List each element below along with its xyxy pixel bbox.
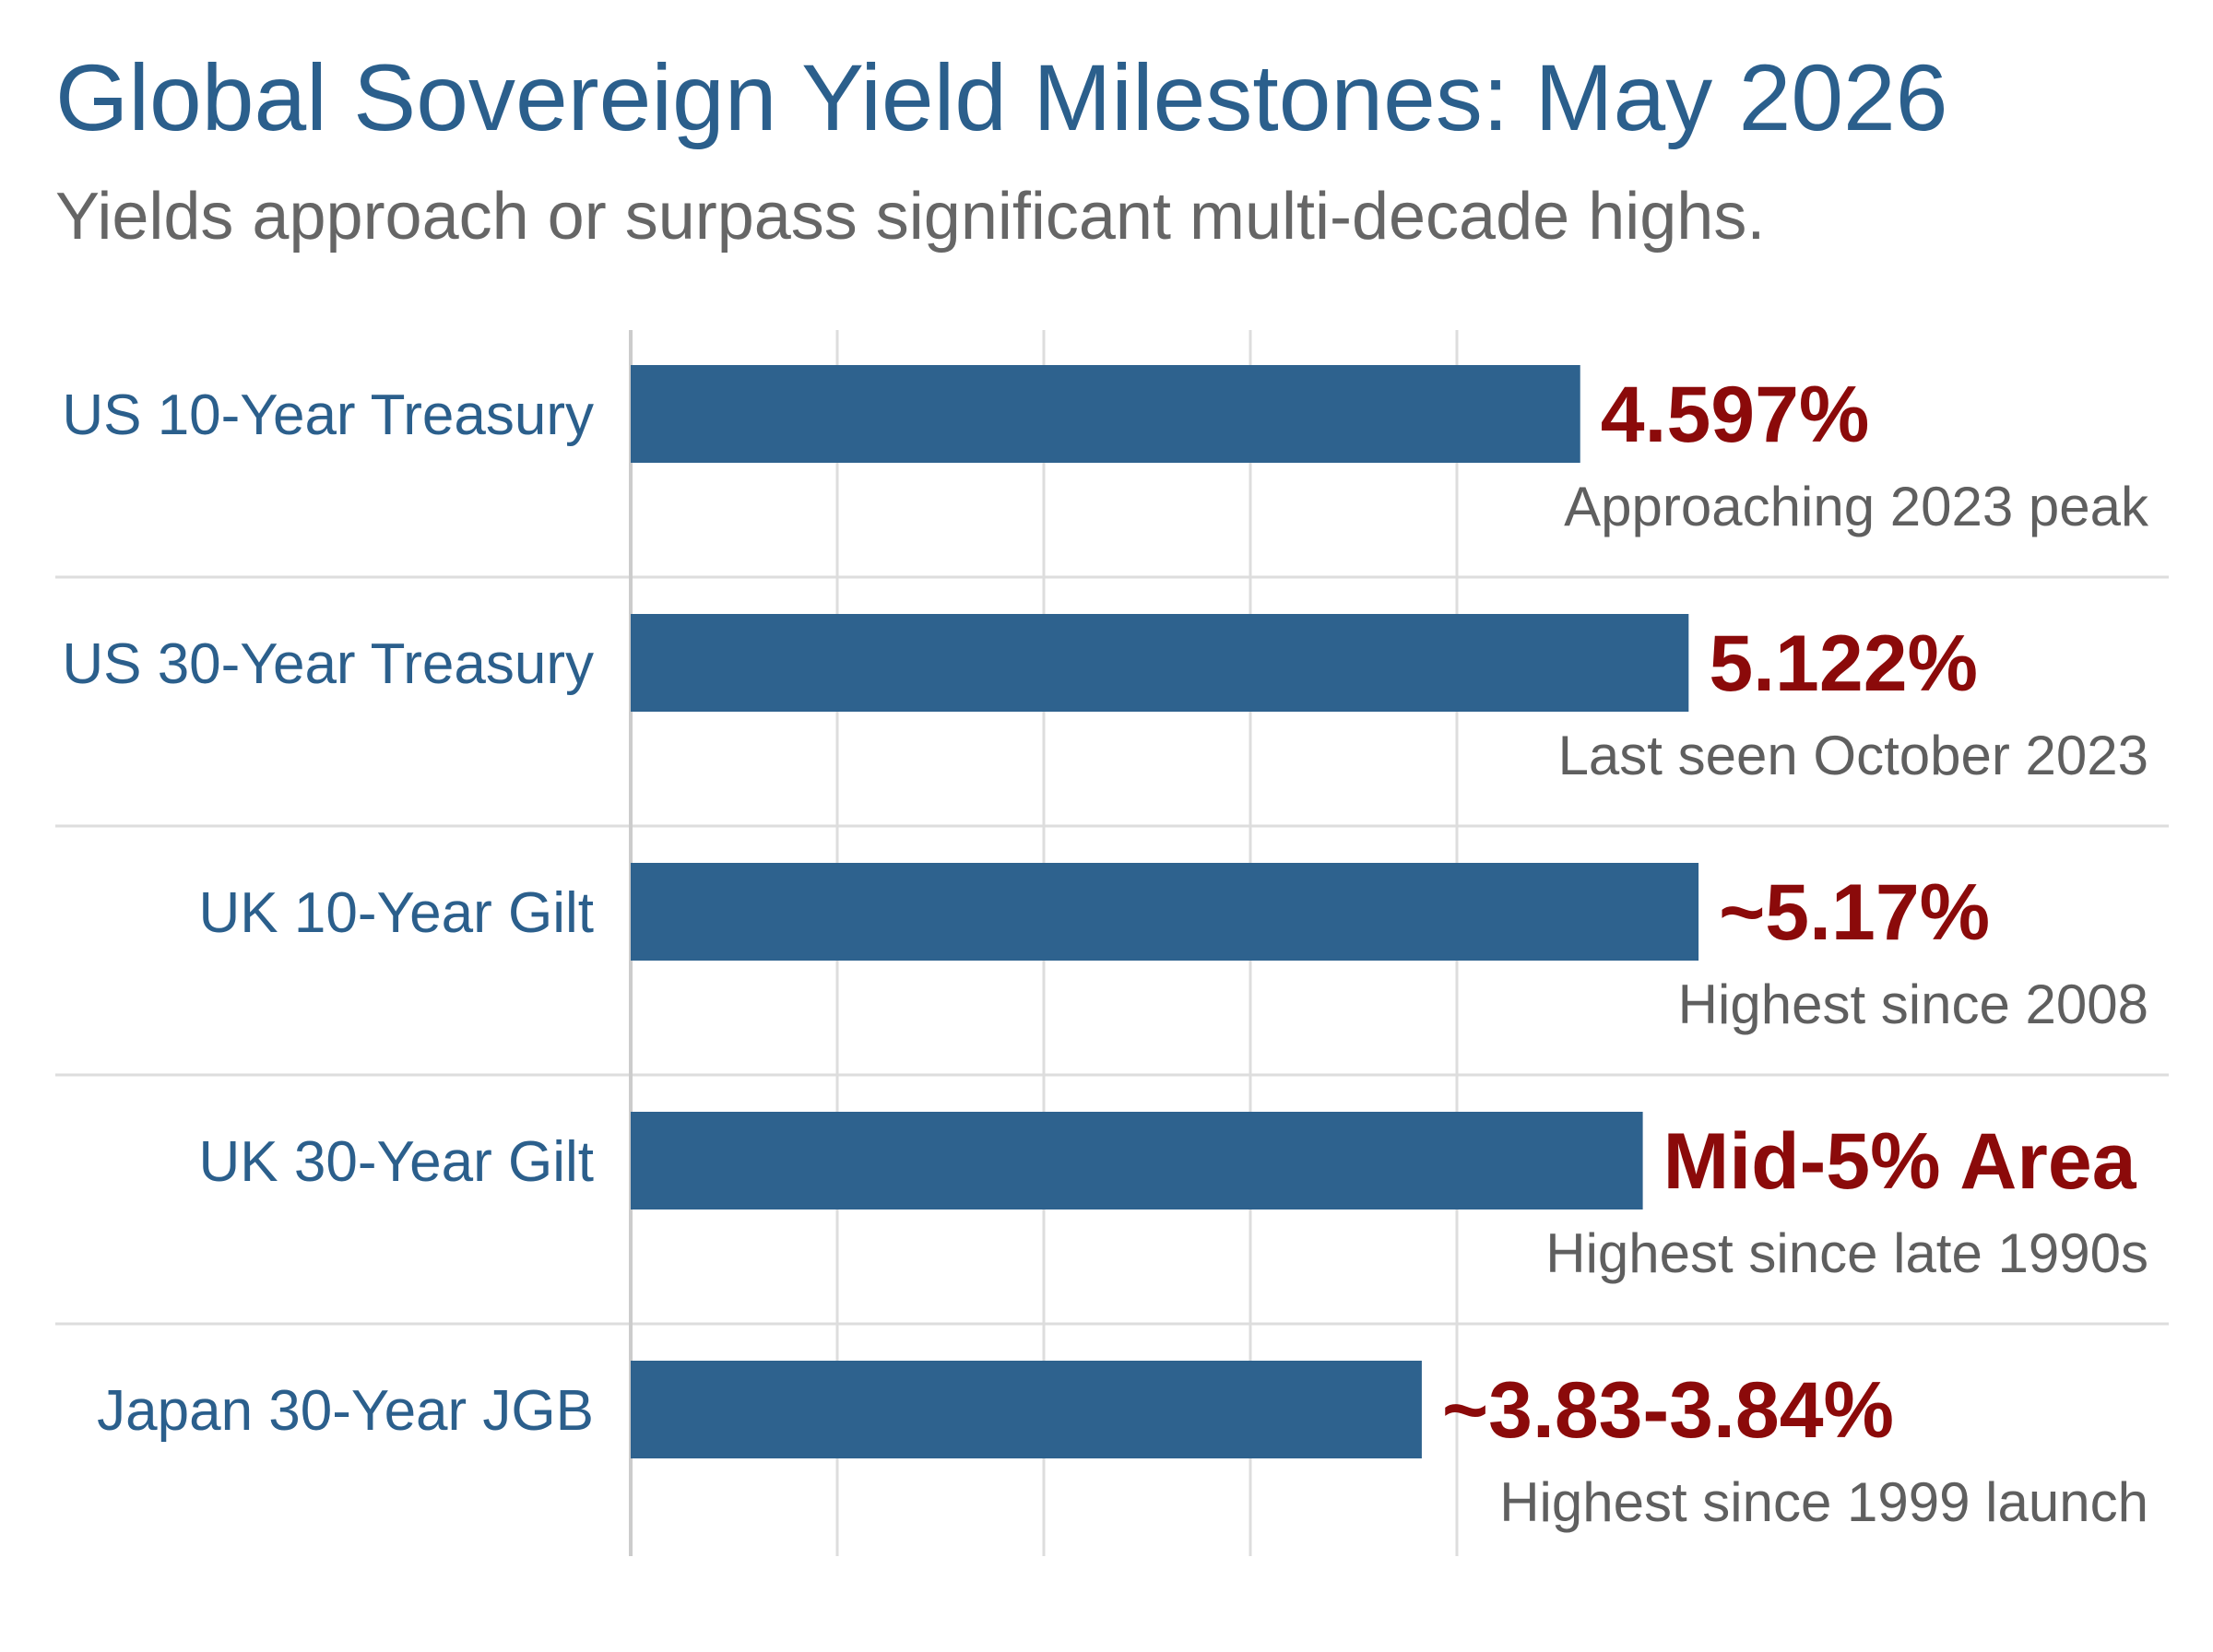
category-label: Japan 30-Year JGB [97, 1379, 594, 1443]
value-label: 4.597% [1601, 371, 1870, 459]
bar-row: UK 30-Year Gilt Mid-5% Area Highest since … [199, 1112, 2148, 1284]
annotation-label: Highest since late 1990s [1545, 1222, 2148, 1284]
category-label: US 10-Year Treasury [62, 384, 594, 447]
category-label: US 30-Year Treasury [62, 632, 594, 696]
annotation-label: Highest since 2008 [1678, 974, 2148, 1035]
annotation-label: Approaching 2023 peak [1564, 476, 2149, 537]
bar-row: Japan 30-Year JGB ~3.83-3.84% Highest sinc… [97, 1361, 2148, 1533]
annotation-label: Highest since 1999 launch [1499, 1471, 2148, 1533]
category-label: UK 30-Year Gilt [199, 1130, 594, 1194]
value-label: ~3.83-3.84% [1442, 1366, 1894, 1455]
annotation-label: Last seen October 2023 [1558, 725, 2148, 786]
chart-subtitle: Yields approach or surpass significant m… [55, 180, 1766, 254]
bar [631, 1361, 1422, 1458]
bar [631, 863, 1699, 961]
value-label: 5.122% [1709, 620, 1978, 708]
bar-row: UK 10-Year Gilt ~5.17% Highest since 2008 [199, 863, 2148, 1035]
value-label: ~5.17% [1719, 868, 1990, 957]
value-label: Mid-5% Area [1663, 1117, 2137, 1206]
chart-title: Global Sovereign Yield Milestones: May 2… [55, 45, 1948, 150]
category-label: UK 10-Year Gilt [199, 881, 594, 945]
bar [631, 365, 1580, 463]
bar [631, 614, 1689, 712]
bar-row: US 10-Year Treasury 4.597% Approaching 202… [62, 365, 2149, 537]
row-dividers [55, 575, 2169, 1326]
bar [631, 1112, 1643, 1210]
bar-row: US 30-Year Treasury 5.122% Last seen Octob… [62, 614, 2148, 786]
